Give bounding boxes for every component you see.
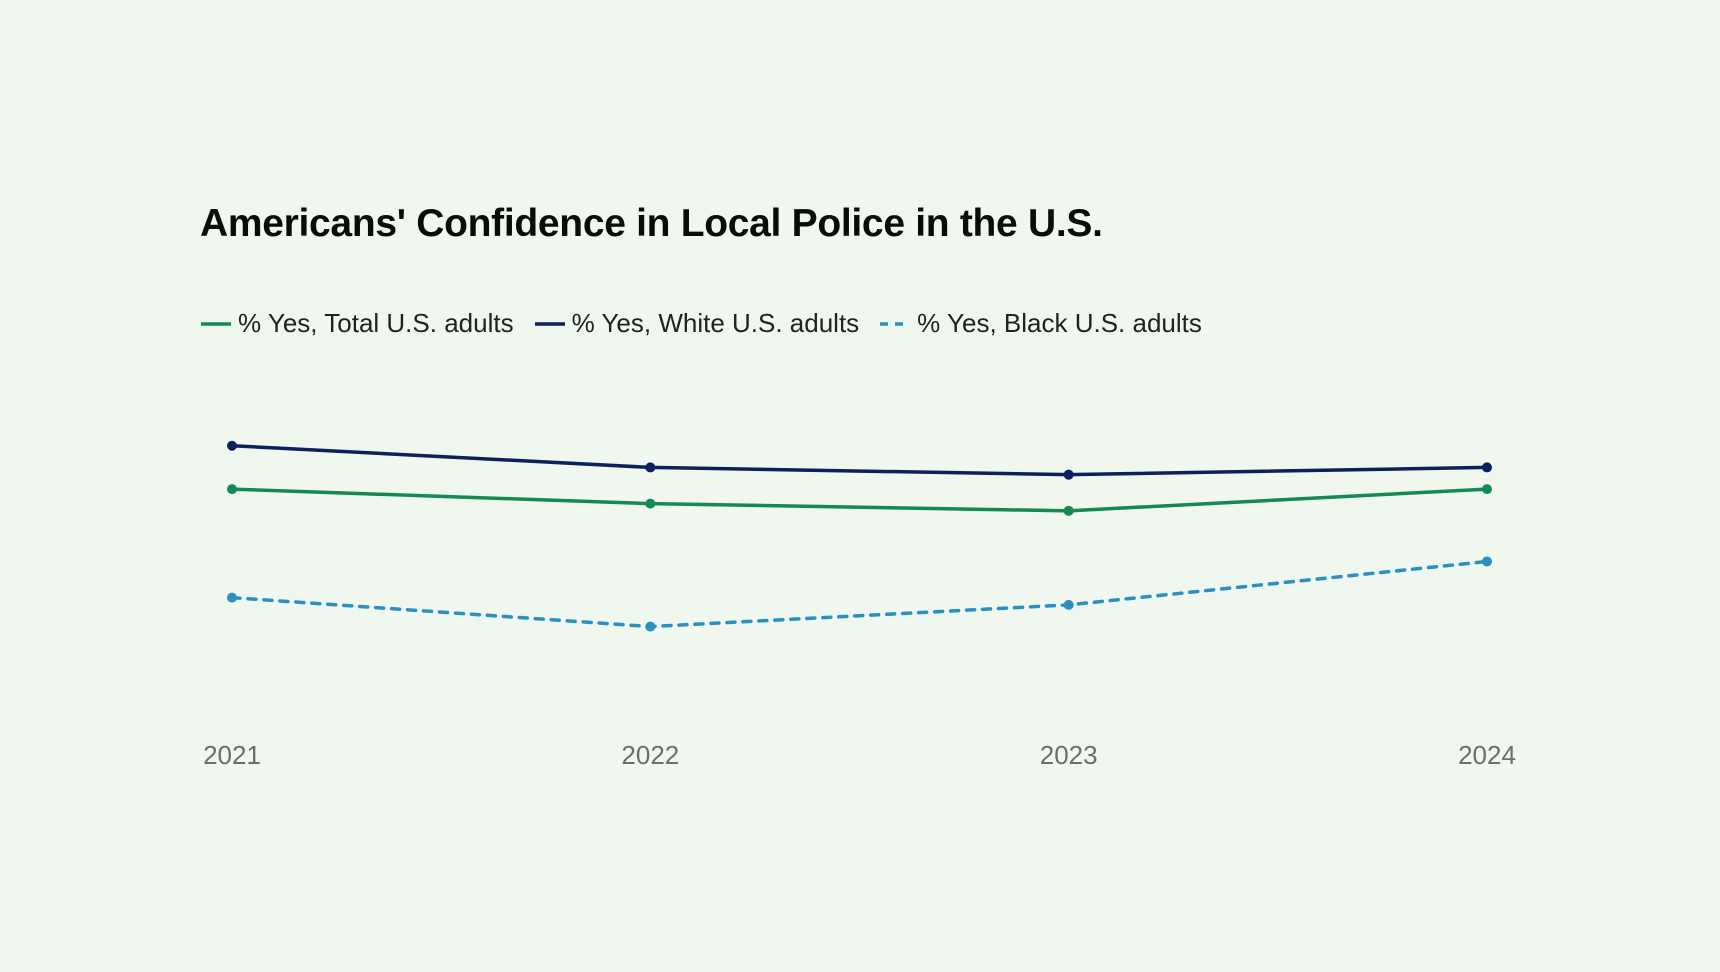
data-point-1-2021 [227, 440, 237, 451]
x-tick-label-2021: 2021 [203, 740, 261, 770]
legend-swatch-total [201, 321, 231, 326]
data-point-2-2024 [1482, 556, 1492, 567]
data-point-0-2021 [227, 484, 237, 495]
legend-label-total: % Yes, Total U.S. adults [238, 308, 514, 338]
legend-item-total: % Yes, Total U.S. adults [200, 308, 514, 339]
chart-title: Americans' Confidence in Local Police in… [200, 202, 1103, 245]
x-tick-label-2022: 2022 [621, 740, 679, 770]
legend-label-white: % Yes, White U.S. adults [571, 308, 860, 338]
series-line-1 [230, 443, 1489, 477]
legend-swatch-black [880, 321, 911, 326]
x-tick-label-2023: 2023 [1040, 740, 1098, 770]
data-point-0-2023 [1063, 505, 1074, 516]
data-point-0-2022 [645, 498, 656, 509]
data-point-0-2024 [1482, 484, 1492, 495]
series-line-2 [230, 559, 1489, 629]
data-point-1-2023 [1063, 469, 1074, 480]
chart-legend: % Yes, Total U.S. adults % Yes, White U.… [200, 308, 1222, 339]
data-point-1-2024 [1482, 462, 1492, 473]
data-point-2-2021 [227, 592, 237, 603]
series-line-0 [230, 487, 1489, 513]
legend-item-black: % Yes, Black U.S. adults [879, 308, 1202, 339]
data-point-1-2022 [645, 462, 656, 473]
legend-swatch-white [534, 321, 565, 326]
x-tick-label-2024: 2024 [1458, 740, 1516, 770]
legend-label-black: % Yes, Black U.S. adults [917, 308, 1202, 338]
data-point-2-2022 [645, 621, 656, 632]
legend-item-white: % Yes, White U.S. adults [534, 308, 860, 339]
data-point-2-2023 [1063, 599, 1074, 610]
